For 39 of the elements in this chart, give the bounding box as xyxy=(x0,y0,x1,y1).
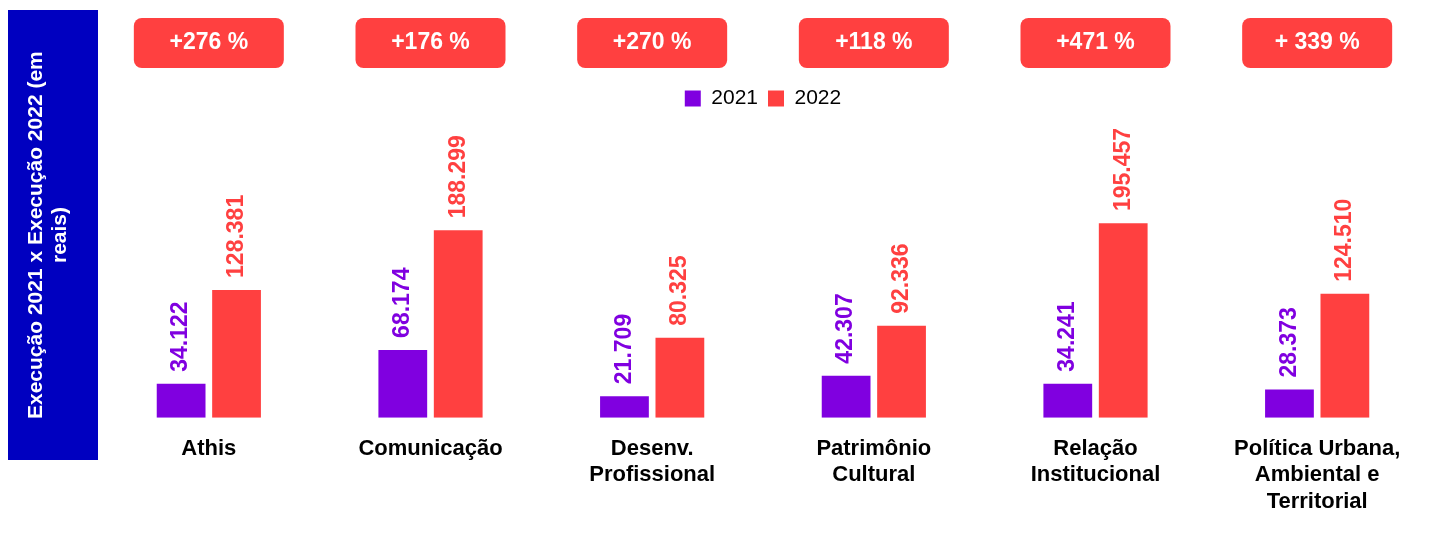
x-tick-label: Athis xyxy=(181,435,237,461)
bar xyxy=(1265,389,1314,418)
x-tick-label: Comunicação xyxy=(358,435,503,461)
data-label: 21.709 xyxy=(609,313,636,385)
x-tick-label: Patrimônio Cultural xyxy=(816,435,932,487)
data-label: 124.510 xyxy=(1330,198,1357,282)
x-tick-label: Relação Institucional xyxy=(1030,435,1161,487)
bar xyxy=(821,375,871,418)
data-label: 80.325 xyxy=(665,255,692,326)
bar xyxy=(877,325,926,418)
data-label: 28.373 xyxy=(1274,307,1301,378)
bar xyxy=(655,337,705,418)
bar xyxy=(1320,293,1370,418)
text: +270 % xyxy=(612,28,692,55)
data-label: 92.336 xyxy=(886,243,913,314)
x-tick-label: Política Urbana, Ambiental e Territorial xyxy=(1234,435,1401,513)
bar xyxy=(156,383,206,418)
text: +118 % xyxy=(835,28,913,55)
data-label: 128.381 xyxy=(221,194,248,278)
data-label: 188.299 xyxy=(443,135,470,219)
data-label: 195.457 xyxy=(1108,127,1135,212)
data-label: 34.241 xyxy=(1053,301,1080,372)
bar xyxy=(378,349,428,418)
x-tick-label: Desenv. Profissional xyxy=(589,435,716,487)
legend-label: 2021 xyxy=(711,85,758,109)
text: +471 % xyxy=(1056,28,1135,55)
data-label: 68.174 xyxy=(388,267,415,338)
data-label: 42.307 xyxy=(831,293,858,364)
bar xyxy=(1043,383,1093,418)
data-label: 34.122 xyxy=(166,301,193,372)
y-axis-title: Execução 2021 x Execução 2022 (em reais) xyxy=(23,50,71,421)
text: + 339 % xyxy=(1274,28,1360,55)
text: +176 % xyxy=(391,28,470,55)
bar xyxy=(212,289,261,418)
text: +276 % xyxy=(169,28,249,55)
bar xyxy=(600,396,649,418)
bar xyxy=(1098,223,1148,418)
bar xyxy=(433,230,483,418)
legend-label: 2022 xyxy=(794,85,842,109)
